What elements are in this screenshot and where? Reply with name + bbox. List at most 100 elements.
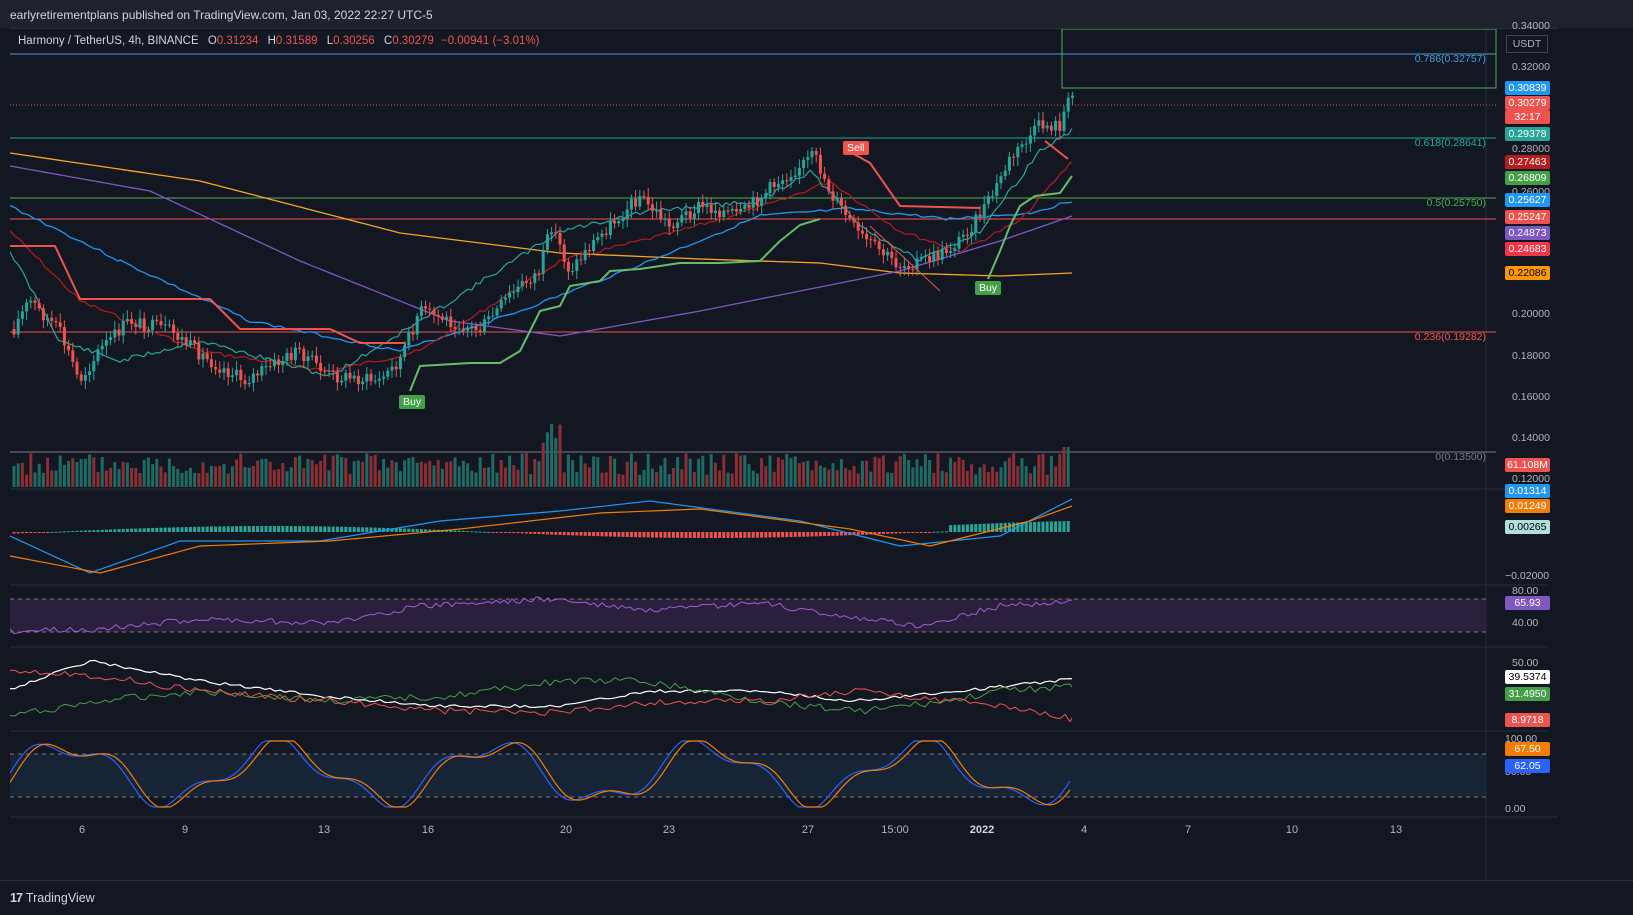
macd-histogram bbox=[478, 531, 482, 533]
volume-bar bbox=[848, 470, 852, 487]
supertrend-red bbox=[10, 245, 406, 356]
stoch-axis-label[interactable]: 0.00 bbox=[1505, 803, 1526, 815]
volume-bar bbox=[608, 456, 612, 487]
volume-bar bbox=[176, 468, 180, 487]
price-axis-label[interactable]: 0.12000 bbox=[1512, 473, 1550, 485]
macd-histogram bbox=[319, 526, 323, 532]
price-axis-label[interactable]: 0.16000 bbox=[1512, 391, 1550, 403]
time-axis-label[interactable]: 13 bbox=[317, 824, 331, 836]
price-tag: 0.22086 bbox=[1505, 266, 1550, 280]
candle-body bbox=[810, 151, 814, 158]
candle-body bbox=[537, 273, 541, 275]
time-axis-label[interactable]: 15:00 bbox=[881, 824, 909, 836]
macd-histogram bbox=[730, 532, 734, 538]
volume-bar bbox=[545, 432, 549, 487]
macd-histogram bbox=[499, 532, 503, 533]
candle-body bbox=[852, 218, 856, 223]
candle-body bbox=[12, 329, 16, 335]
time-axis-label[interactable]: 4 bbox=[1080, 824, 1088, 836]
time-axis-label[interactable]: 13 bbox=[1389, 824, 1403, 836]
target-box bbox=[1061, 29, 1497, 89]
dmi-axis-label[interactable]: 50.00 bbox=[1512, 657, 1539, 669]
macd-histogram bbox=[508, 532, 512, 533]
price-axis-label[interactable]: 0.20000 bbox=[1512, 308, 1550, 320]
macd-histogram bbox=[306, 526, 310, 532]
macd-histogram bbox=[1007, 522, 1011, 532]
macd-histogram bbox=[12, 532, 16, 534]
macd-histogram bbox=[138, 528, 142, 532]
volume-bar bbox=[970, 464, 974, 487]
time-axis-label[interactable]: 7 bbox=[1184, 824, 1192, 836]
macd-histogram bbox=[167, 527, 171, 532]
price-axis-label[interactable]: 0.14000 bbox=[1512, 432, 1550, 444]
candle-body bbox=[1062, 111, 1066, 131]
macd-histogram bbox=[554, 532, 558, 535]
volume-bar bbox=[566, 454, 570, 487]
candle-body bbox=[949, 250, 953, 253]
volume-bar bbox=[600, 472, 604, 487]
volume-bar bbox=[235, 459, 239, 487]
volume-bar bbox=[726, 472, 730, 487]
price-axis-label[interactable]: 0.32000 bbox=[1512, 61, 1550, 73]
chart-canvas[interactable] bbox=[10, 29, 1558, 881]
macd-histogram bbox=[940, 531, 944, 533]
volume-bar bbox=[1007, 457, 1011, 487]
macd-histogram bbox=[482, 531, 486, 533]
candle-body bbox=[781, 180, 785, 185]
currency-button[interactable]: USDT bbox=[1506, 35, 1548, 53]
symbol-name[interactable]: Harmony / TetherUS, 4h, BINANCE bbox=[18, 35, 199, 47]
candle-body bbox=[390, 366, 394, 371]
volume-bar bbox=[293, 457, 297, 487]
rsi-axis-label[interactable]: 40.00 bbox=[1512, 617, 1539, 629]
time-axis-label[interactable]: 20 bbox=[559, 824, 573, 836]
candle-body bbox=[558, 232, 562, 245]
time-axis-label[interactable]: 2022 bbox=[969, 824, 995, 836]
volume-bar bbox=[83, 458, 87, 487]
macd-histogram bbox=[88, 530, 92, 532]
macd-histogram bbox=[29, 532, 33, 533]
volume-bar bbox=[671, 467, 675, 487]
time-axis-label[interactable]: 10 bbox=[1285, 824, 1299, 836]
time-axis-label[interactable]: 9 bbox=[181, 824, 189, 836]
macd-histogram bbox=[781, 532, 785, 538]
macd-histogram bbox=[575, 532, 579, 536]
candle-body bbox=[436, 314, 440, 317]
volume-bar bbox=[760, 458, 764, 487]
candle-body bbox=[109, 337, 113, 341]
candle-body bbox=[1070, 95, 1074, 98]
volume-bar bbox=[982, 464, 986, 487]
volume-bar bbox=[839, 459, 843, 487]
tradingview-logo[interactable]: 17 TradingView bbox=[10, 891, 95, 905]
volume-bar bbox=[524, 453, 528, 487]
volume-bar bbox=[407, 458, 411, 487]
time-axis-label[interactable]: 16 bbox=[421, 824, 435, 836]
candle-body bbox=[957, 236, 961, 249]
macd-histogram bbox=[134, 528, 138, 532]
rsi-axis-label[interactable]: 80.00 bbox=[1512, 585, 1539, 597]
price-axis-label[interactable]: 0.34000 bbox=[1512, 20, 1550, 32]
volume-bar bbox=[810, 470, 814, 487]
volume-bar bbox=[991, 466, 995, 487]
candle-body bbox=[944, 248, 948, 253]
volume-bar bbox=[734, 453, 738, 487]
time-axis-label[interactable]: 6 bbox=[78, 824, 86, 836]
candle-body bbox=[491, 315, 495, 317]
candle-body bbox=[604, 233, 608, 235]
price-axis-label[interactable]: 0.28000 bbox=[1512, 143, 1550, 155]
macd-histogram bbox=[117, 529, 121, 532]
candle-body bbox=[369, 373, 373, 381]
price-axis-label[interactable]: 0.18000 bbox=[1512, 350, 1550, 362]
macd-histogram bbox=[634, 532, 638, 538]
candle-body bbox=[1003, 170, 1007, 177]
macd-axis-label[interactable]: −0.02000 bbox=[1505, 570, 1550, 582]
macd-histogram bbox=[348, 526, 352, 532]
candle-body bbox=[411, 331, 415, 335]
macd-histogram bbox=[697, 532, 701, 538]
volume-bar bbox=[823, 467, 827, 487]
volume-bar bbox=[184, 470, 188, 487]
time-axis-label[interactable]: 23 bbox=[662, 824, 676, 836]
time-axis-label[interactable]: 27 bbox=[801, 824, 815, 836]
volume-bar bbox=[587, 467, 591, 487]
volume-bar bbox=[722, 454, 726, 487]
chart-area[interactable] bbox=[10, 28, 1558, 881]
